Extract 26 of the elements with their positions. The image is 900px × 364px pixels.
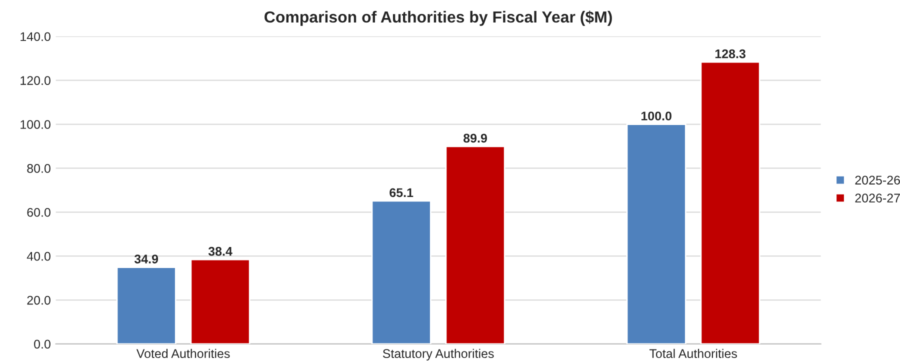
y-tick-label: 20.0 bbox=[27, 296, 50, 305]
bar bbox=[626, 124, 686, 344]
bar bbox=[116, 266, 176, 344]
x-tick-label: Total Authorities bbox=[649, 348, 737, 358]
data-label: 89.9 bbox=[464, 134, 487, 143]
bar bbox=[700, 61, 760, 344]
data-label: 128.3 bbox=[715, 49, 746, 58]
y-tick-label: 60.0 bbox=[27, 208, 50, 217]
bar bbox=[371, 200, 432, 344]
y-tick-label: 140.0 bbox=[20, 32, 50, 42]
legend-label: 2026-27 bbox=[855, 194, 900, 202]
y-tick-label: 0.0 bbox=[34, 340, 50, 349]
legend-label: 2025-26 bbox=[855, 176, 900, 185]
x-tick-label: Voted Authorities bbox=[136, 348, 230, 358]
data-label: 100.0 bbox=[641, 112, 672, 120]
x-tick-label: Statutory Authorities bbox=[382, 348, 494, 360]
data-label: 34.9 bbox=[134, 254, 158, 264]
data-label: 65.1 bbox=[390, 188, 414, 198]
bar bbox=[190, 258, 250, 344]
y-tick-label: 120.0 bbox=[20, 76, 50, 85]
data-label: 38.4 bbox=[208, 246, 232, 256]
bar bbox=[445, 146, 506, 344]
chart-title: Comparison of Authorities by Fiscal Year ($M) bbox=[264, 10, 612, 26]
y-tick-label: 80.0 bbox=[27, 164, 50, 173]
y-tick-label: 40.0 bbox=[26, 252, 50, 261]
y-tick-label: 100.0 bbox=[20, 120, 50, 129]
